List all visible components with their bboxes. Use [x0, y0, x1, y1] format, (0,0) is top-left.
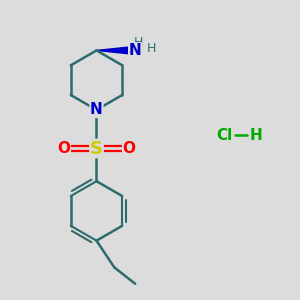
- Text: Cl: Cl: [216, 128, 232, 142]
- Text: O: O: [57, 141, 70, 156]
- Text: H: H: [147, 42, 156, 56]
- Text: H: H: [249, 128, 262, 142]
- Polygon shape: [97, 46, 134, 54]
- Text: S: S: [90, 140, 103, 158]
- Text: H: H: [134, 36, 143, 49]
- Text: N: N: [90, 102, 103, 117]
- Text: N: N: [129, 43, 142, 58]
- Text: O: O: [123, 141, 136, 156]
